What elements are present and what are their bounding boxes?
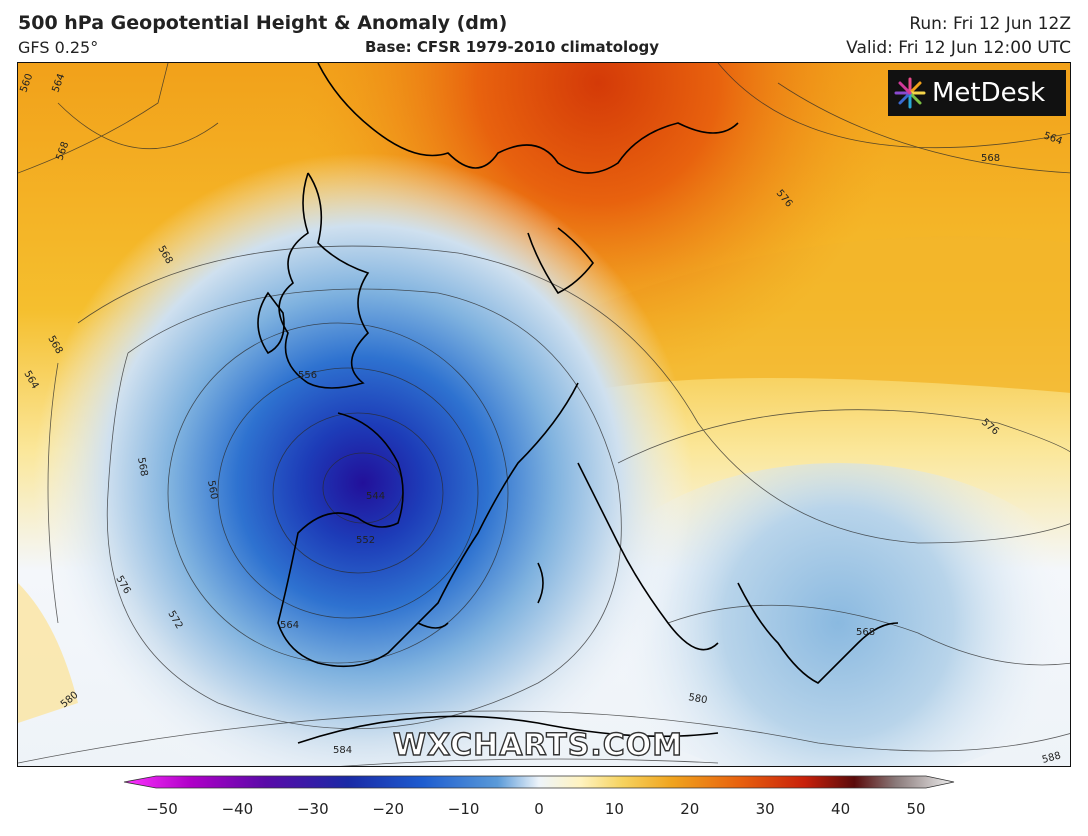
- colorbar-gradient: [123, 775, 955, 789]
- anomaly-map: 560 564 568 568 568 564 568 560 556 552 …: [17, 62, 1071, 767]
- contour-label: 568: [135, 457, 149, 478]
- climatology-base-label: Base: CFSR 1979-2010 climatology: [365, 38, 660, 56]
- valid-time-label: Valid: Fri 12 Jun 12:00 UTC: [846, 38, 1071, 58]
- colorbar: −50 −40 −30 −20 −10 0 10 20 30 40 50: [120, 772, 960, 832]
- colorbar-svg: −50 −40 −30 −20 −10 0 10 20 30 40 50: [123, 775, 955, 818]
- contour-label: 568: [856, 627, 875, 638]
- height-contours: [18, 63, 1070, 766]
- colorbar-tick-label: 30: [756, 800, 775, 818]
- colorbar-tick-label: 40: [831, 800, 850, 818]
- starburst-logo-icon: [888, 70, 932, 116]
- run-time-label: Run: Fri 12 Jun 12Z: [909, 14, 1071, 34]
- contour-label: 560: [205, 480, 219, 501]
- contour-label: 552: [356, 535, 375, 546]
- contour-label: 556: [298, 370, 317, 381]
- colorbar-tick-label: −50: [146, 800, 178, 818]
- contour-label: 564: [280, 620, 299, 631]
- contour-label: 544: [366, 491, 385, 502]
- colorbar-tick-label: 10: [605, 800, 624, 818]
- colorbar-tick-label: 20: [680, 800, 699, 818]
- coastlines: [257, 63, 899, 744]
- map-canvas: 560 564 568 568 568 564 568 560 556 552 …: [18, 63, 1070, 766]
- colorbar-tick-label: −40: [222, 800, 254, 818]
- logo-text: MetDesk: [932, 78, 1046, 108]
- contour-label: 568: [981, 153, 1000, 164]
- colorbar-tick-label: −30: [297, 800, 329, 818]
- metdesk-logo: MetDesk: [888, 70, 1066, 116]
- warm-anomaly-southwest: [18, 583, 78, 723]
- contour-label: 588: [1041, 750, 1062, 766]
- chart-title: 500 hPa Geopotential Height & Anomaly (d…: [18, 12, 508, 34]
- cold-anomaly-low: [18, 153, 713, 766]
- contour-label: 584: [333, 745, 352, 756]
- colorbar-tick-label: 50: [906, 800, 925, 818]
- colorbar-tick-label: −20: [372, 800, 404, 818]
- watermark: WXCHARTS.COM: [392, 727, 684, 763]
- model-label: GFS 0.25°: [18, 38, 99, 57]
- colorbar-tick-label: 0: [534, 800, 544, 818]
- contour-label: 580: [687, 692, 708, 706]
- colorbar-ticks: −50 −40 −30 −20 −10 0 10 20 30 40 50: [146, 800, 925, 818]
- colorbar-tick-label: −10: [448, 800, 480, 818]
